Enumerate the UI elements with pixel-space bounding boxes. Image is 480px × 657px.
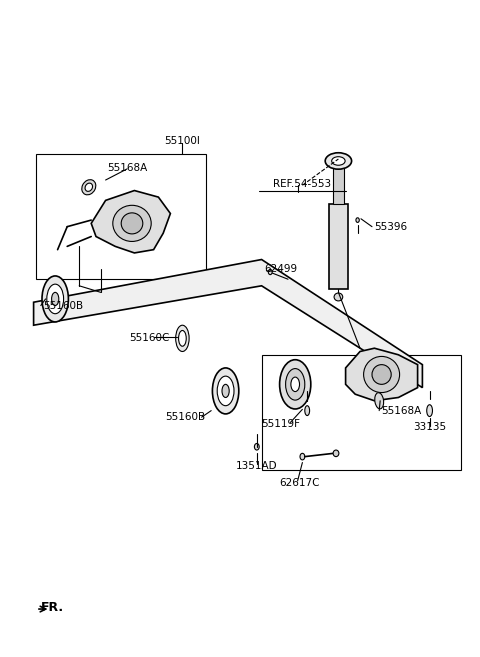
Text: 62617C: 62617C	[280, 478, 320, 488]
Ellipse shape	[121, 213, 143, 234]
Bar	[329, 204, 348, 289]
Ellipse shape	[291, 377, 300, 392]
Text: 55160C: 55160C	[130, 333, 170, 344]
Text: 55119F: 55119F	[261, 419, 300, 429]
Text: 33135: 33135	[413, 422, 446, 432]
Ellipse shape	[254, 443, 259, 450]
Text: 1351AD: 1351AD	[236, 461, 277, 472]
Ellipse shape	[113, 205, 151, 242]
Ellipse shape	[286, 369, 305, 400]
Ellipse shape	[279, 360, 311, 409]
Text: 55396: 55396	[374, 221, 408, 232]
Ellipse shape	[212, 368, 239, 414]
Text: 55160B: 55160B	[43, 300, 84, 311]
Polygon shape	[346, 348, 418, 401]
Ellipse shape	[334, 293, 343, 301]
Text: 55160B: 55160B	[165, 412, 205, 422]
Ellipse shape	[268, 269, 272, 275]
Bar	[333, 164, 344, 204]
Ellipse shape	[325, 153, 351, 170]
Text: 55100I: 55100I	[165, 136, 200, 147]
Ellipse shape	[176, 325, 189, 351]
Ellipse shape	[300, 453, 305, 460]
Text: 55168A: 55168A	[382, 405, 422, 416]
Ellipse shape	[217, 376, 234, 405]
Ellipse shape	[305, 405, 310, 416]
Bar	[262, 355, 461, 470]
Polygon shape	[91, 191, 170, 253]
Ellipse shape	[222, 384, 229, 397]
Text: 55168A: 55168A	[107, 162, 147, 173]
Ellipse shape	[375, 393, 384, 409]
Ellipse shape	[332, 156, 345, 166]
Ellipse shape	[364, 356, 399, 393]
Polygon shape	[34, 260, 422, 388]
Ellipse shape	[52, 292, 59, 306]
Text: REF.54-553: REF.54-553	[273, 179, 332, 189]
Ellipse shape	[372, 365, 391, 384]
Text: FR.: FR.	[41, 601, 64, 614]
Text: 62499: 62499	[264, 264, 297, 275]
Ellipse shape	[47, 284, 63, 314]
Ellipse shape	[42, 276, 69, 322]
Ellipse shape	[333, 450, 339, 457]
Ellipse shape	[427, 405, 432, 417]
Polygon shape	[58, 266, 422, 384]
Ellipse shape	[356, 217, 359, 222]
Bar	[36, 154, 206, 279]
Ellipse shape	[179, 330, 186, 346]
Ellipse shape	[82, 179, 96, 195]
Ellipse shape	[85, 183, 93, 191]
